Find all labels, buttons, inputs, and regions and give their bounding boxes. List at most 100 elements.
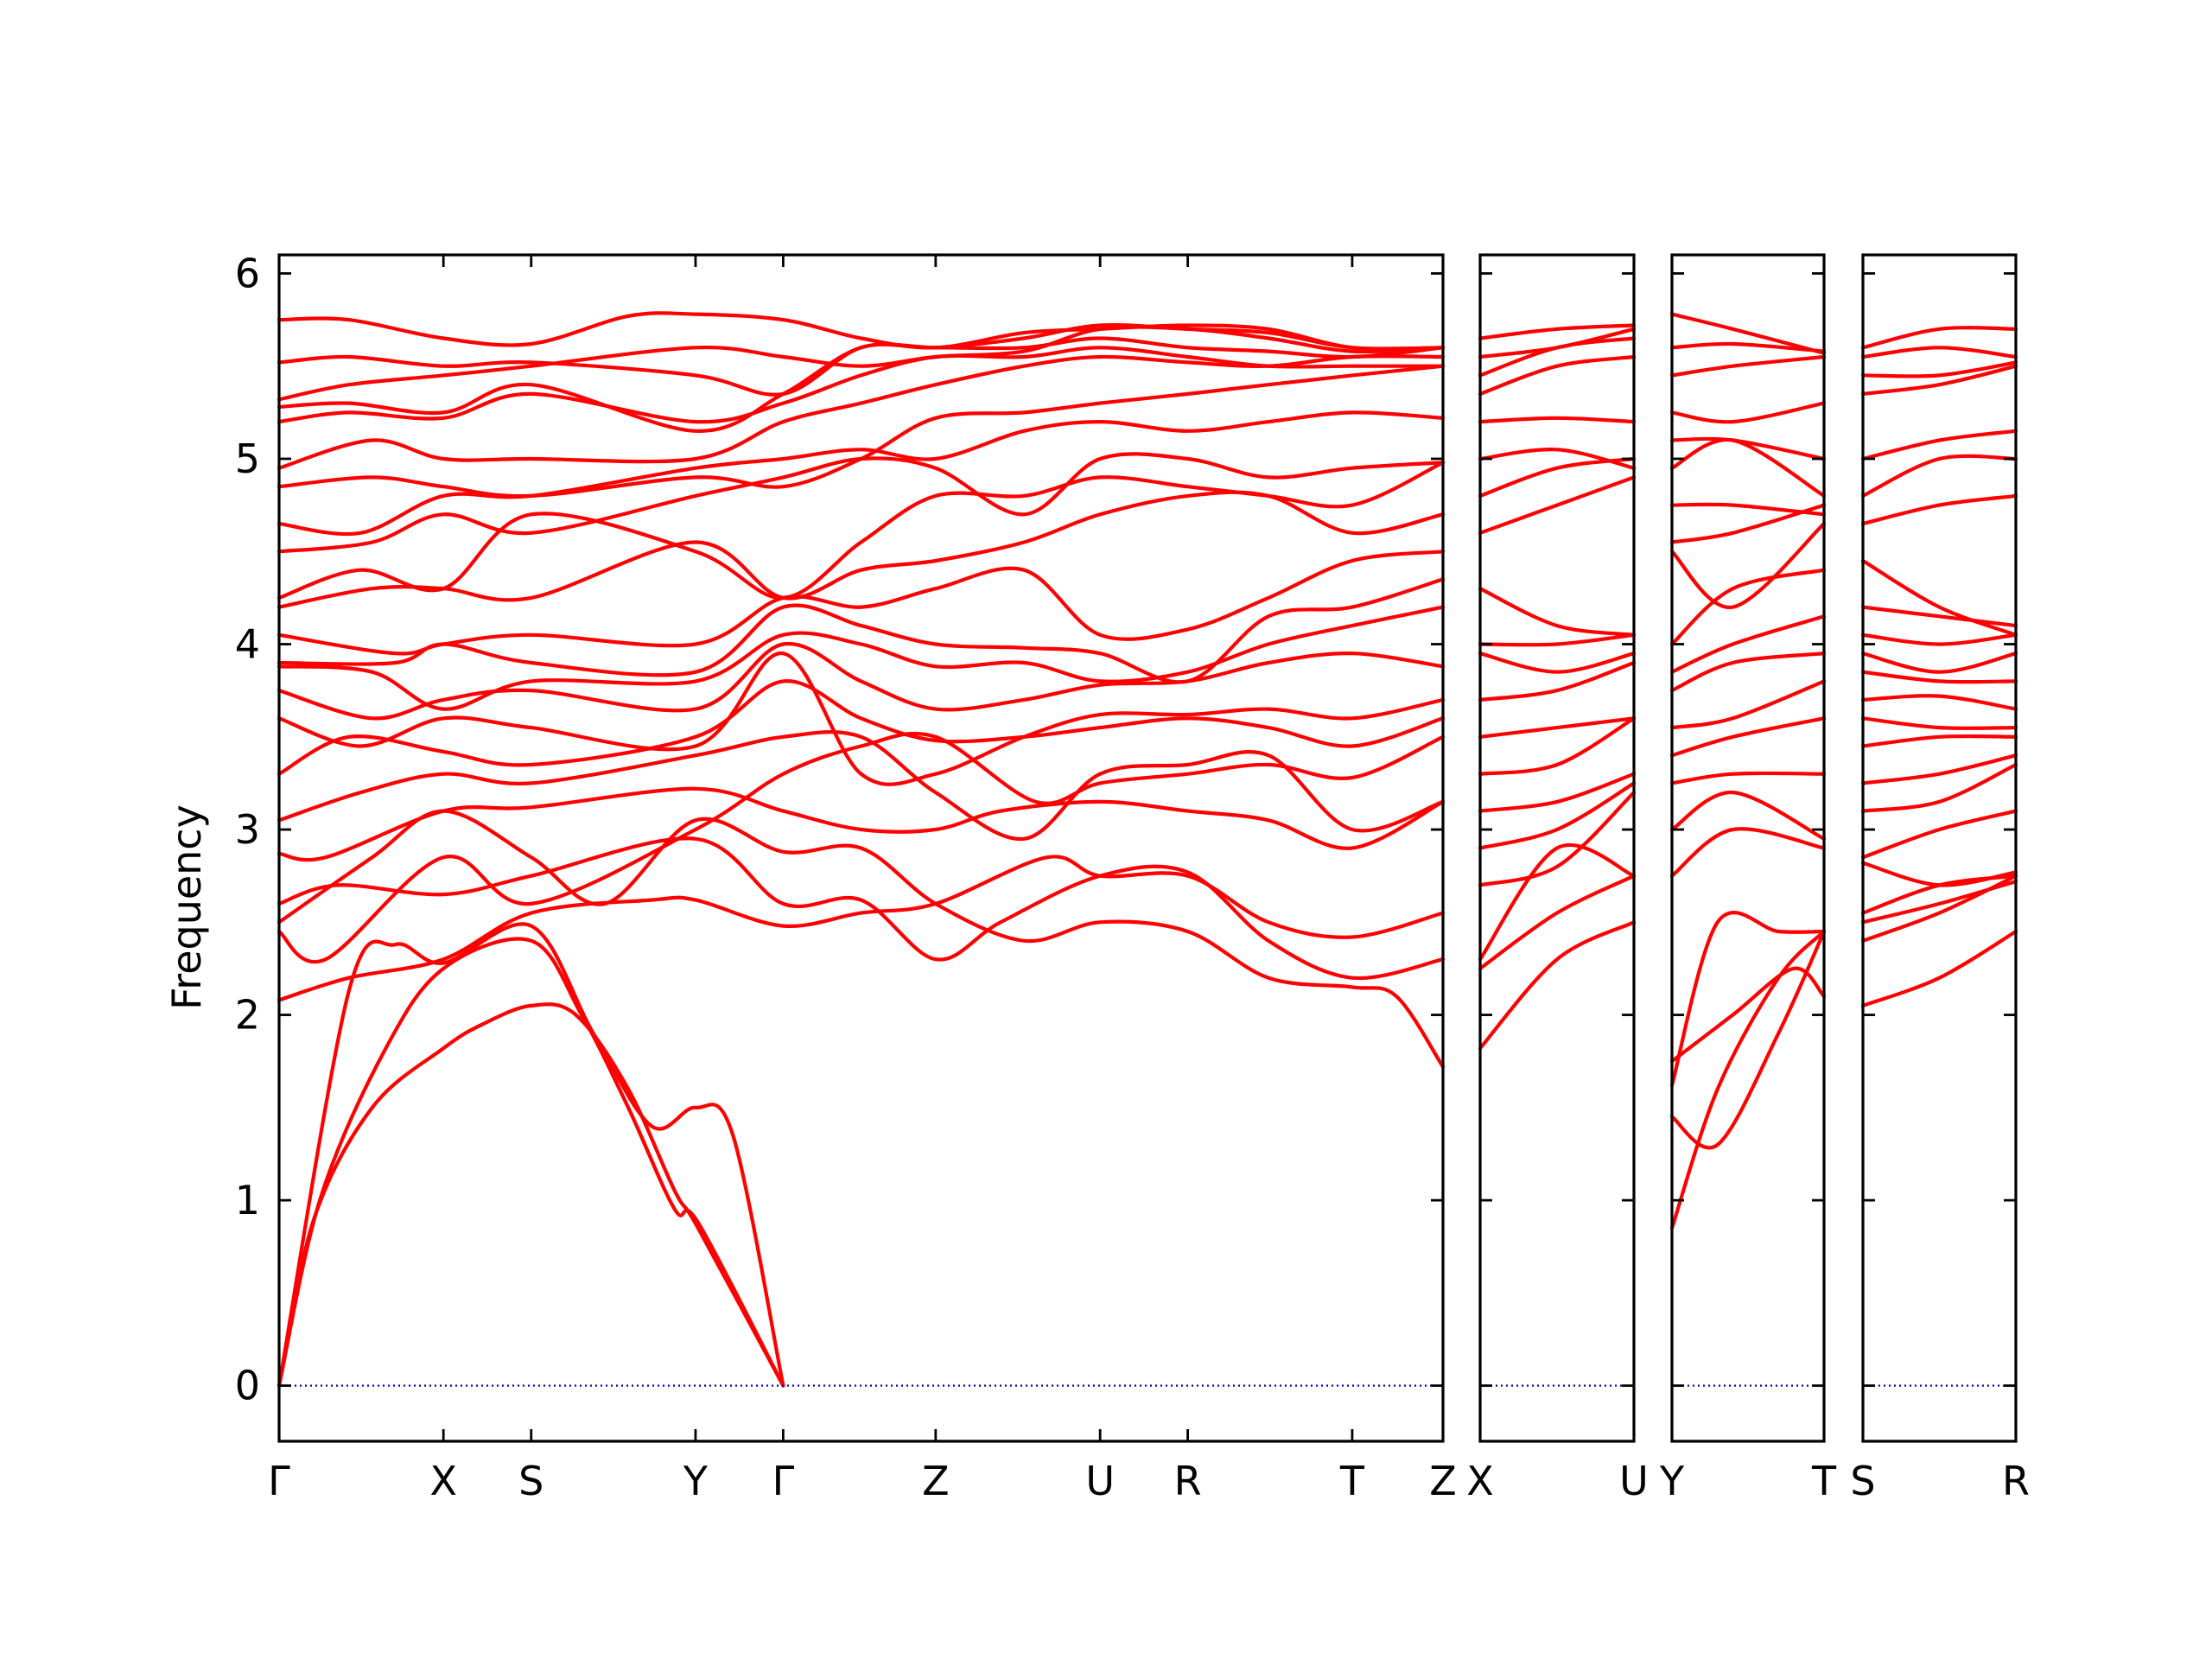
band-line-panel4-16 (1860, 558, 2018, 637)
band-line-panel3-2 (1669, 929, 1827, 1150)
band-line-panel2-7 (1478, 716, 1637, 776)
y-axis-label: Frequency (163, 804, 210, 1010)
x-tick-label: X (1466, 1458, 1494, 1504)
band-line-panel4-19 (1860, 429, 2018, 461)
band-line-panel3-15 (1669, 502, 1827, 517)
band-line-panel1-5 (276, 731, 1446, 964)
bands-layer (276, 311, 2018, 1388)
band-line-panel3-16 (1669, 437, 1827, 498)
x-tick-label: X (429, 1458, 457, 1504)
band-line-panel4-23 (1860, 326, 2018, 350)
band-line-panel3-5 (1669, 827, 1827, 878)
band-line-panel4-15 (1860, 605, 2018, 628)
band-line-panel2-6 (1478, 772, 1637, 813)
band-line-panel1-10 (276, 679, 1446, 776)
band-line-panel1-15 (276, 550, 1446, 656)
band-line-panel4-13 (1860, 652, 2018, 674)
band-line-panel3-19 (1669, 354, 1827, 378)
x-tick-label: Z (922, 1458, 950, 1504)
band-line-panel4-6 (1860, 809, 2018, 860)
band-line-panel1-18 (276, 452, 1446, 554)
x-tick-label: R (2002, 1458, 2030, 1504)
band-line-panel4-17 (1860, 493, 2018, 526)
band-line-panel1-24 (276, 325, 1446, 402)
x-tick-label: R (1174, 1458, 1202, 1504)
y-tick-label: 1 (235, 1177, 260, 1224)
x-tick-label: U (1085, 1458, 1115, 1504)
band-line-panel3-18 (1669, 401, 1827, 424)
band-line-panel1-13 (276, 605, 1446, 711)
band-line-panel4-2 (1860, 874, 2018, 943)
band-line-panel2-9 (1478, 660, 1637, 702)
band-line-panel4-3 (1860, 880, 2018, 925)
band-line-panel1-2 (276, 937, 785, 1388)
band-line-panel1-6 (276, 836, 1446, 981)
band-line-panel1-12 (276, 641, 1446, 721)
band-line-panel2-4 (1478, 791, 1637, 887)
x-tick-label: Y (1659, 1458, 1685, 1504)
band-line-panel1-22 (276, 346, 1446, 424)
band-line-panel2-2 (1478, 874, 1637, 970)
band-line-panel2-20 (1478, 323, 1637, 340)
band-line-panel2-11 (1478, 632, 1637, 647)
band-line-panel1-17 (276, 461, 1446, 601)
band-line-panel4-1 (1860, 929, 2018, 1007)
band-line-panel1-9 (276, 730, 1446, 841)
x-tick-label: Γ (268, 1458, 290, 1504)
band-line-panel3-11 (1669, 614, 1827, 674)
x-tick-label: T (1811, 1458, 1837, 1504)
band-line-panel2-16 (1478, 416, 1637, 424)
band-line-panel1-11 (276, 652, 1446, 786)
band-line-panel3-10 (1669, 652, 1827, 693)
y-tick-label: 6 (235, 250, 260, 296)
x-tick-label: Y (683, 1458, 709, 1504)
panel-frame-2 (1478, 253, 1636, 1443)
x-tick-label: Z (1429, 1458, 1457, 1504)
x-tick-label: T (1339, 1458, 1365, 1504)
band-line-panel1-26 (276, 311, 1446, 351)
y-tick-label: 5 (235, 435, 260, 482)
x-tick-label: Γ (772, 1458, 795, 1504)
band-line-panel3-4 (1669, 966, 1827, 1064)
x-tick-label: S (1850, 1458, 1875, 1504)
band-line-panel2-14 (1478, 456, 1637, 498)
band-line-panel4-11 (1860, 694, 2018, 711)
panel-frame-1 (277, 253, 1445, 1443)
band-line-panel2-19 (1478, 327, 1637, 359)
y-tick-label: 3 (235, 806, 260, 853)
band-line-panel4-9 (1860, 734, 2018, 748)
band-line-panel3-21 (1669, 312, 1827, 355)
band-line-panel1-7 (276, 809, 1446, 1069)
band-line-panel3-6 (1669, 790, 1827, 841)
band-line-panel2-18 (1478, 336, 1637, 378)
band-line-panel3-7 (1669, 771, 1827, 785)
band-line-panel4-21 (1860, 360, 2018, 378)
x-tick-label: U (1619, 1458, 1649, 1504)
band-line-panel2-13 (1478, 475, 1637, 535)
band-line-panel1-4 (276, 855, 1446, 1002)
y-tick-label: 2 (235, 992, 260, 1039)
band-line-panel4-18 (1860, 454, 2018, 498)
band-line-panel2-3 (1478, 842, 1637, 962)
band-line-panel3-1 (1669, 929, 1827, 1230)
band-line-panel2-5 (1478, 781, 1637, 850)
panel-frame-4 (1861, 253, 2018, 1443)
band-line-panel3-8 (1669, 716, 1827, 758)
band-line-panel4-5 (1860, 861, 2018, 887)
band-line-panel1-14 (276, 577, 1446, 684)
x-tick-label: S (518, 1458, 543, 1504)
band-line-panel1-16 (276, 490, 1446, 609)
band-line-panel4-8 (1860, 753, 2018, 785)
band-line-panel4-20 (1860, 364, 2018, 396)
band-line-panel2-1 (1478, 920, 1637, 1051)
band-line-panel1-20 (276, 364, 1446, 499)
panel-frame-3 (1670, 253, 1826, 1443)
band-line-panel3-12 (1669, 568, 1827, 646)
y-tick-label: 4 (235, 621, 260, 668)
band-line-panel2-8 (1478, 716, 1637, 739)
band-line-panel4-7 (1860, 762, 2018, 813)
band-line-panel4-10 (1860, 716, 2018, 730)
band-line-panel3-17 (1669, 436, 1827, 461)
band-line-panel2-17 (1478, 354, 1637, 396)
